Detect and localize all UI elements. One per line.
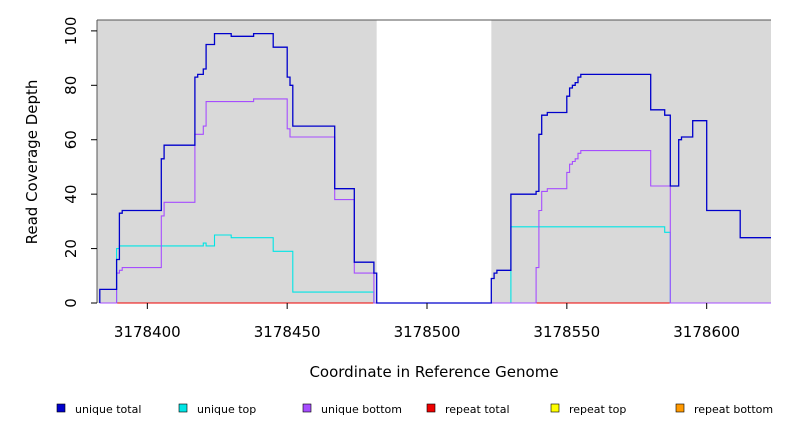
legend-label-repeat-top: repeat top — [569, 403, 626, 416]
y-tick-label: 60 — [62, 130, 80, 149]
y-tick-label: 0 — [62, 298, 80, 308]
x-tick-label: 3178500 — [394, 323, 461, 341]
y-tick-label: 80 — [62, 76, 80, 95]
legend: unique total unique top unique bottom repea… — [56, 403, 773, 416]
y-tick-label: 100 — [62, 17, 80, 46]
y-axis-title: Read Coverage Depth — [23, 80, 41, 245]
x-tick-label: 3178600 — [673, 323, 740, 341]
series-layer — [99, 32, 771, 304]
legend-label-unique-top: unique top — [197, 403, 256, 416]
x-tick-label: 3178400 — [114, 323, 181, 341]
legend-swatch-repeat-total — [426, 403, 436, 413]
legend-label-repeat-total: repeat total — [445, 403, 510, 416]
x-tick-label: 3178450 — [254, 323, 321, 341]
legend-label-repeat-bottom: repeat bottom — [694, 403, 773, 416]
axis-layer: 0 20 40 60 80 100 3178400 3178450 3178500 3178550… — [62, 17, 771, 341]
gap-region — [376, 20, 492, 303]
series-line-unique-total — [99, 32, 771, 304]
legend-swatch-unique-top — [178, 403, 188, 413]
y-tick-label: 20 — [62, 239, 80, 258]
x-tick-label: 3178550 — [533, 323, 600, 341]
y-tick-label: 40 — [62, 185, 80, 204]
series-line-unique-bottom — [99, 98, 771, 304]
series-line-unique-top — [99, 226, 771, 304]
legend-swatch-unique-total — [56, 403, 66, 413]
legend-swatch-repeat-bottom — [675, 403, 685, 413]
legend-label-unique-total: unique total — [75, 403, 141, 416]
legend-label-unique-bottom: unique bottom — [321, 403, 402, 416]
x-axis-title: Coordinate in Reference Genome — [309, 363, 558, 381]
legend-swatch-unique-bottom — [302, 403, 312, 413]
legend-swatch-repeat-top — [550, 403, 560, 413]
